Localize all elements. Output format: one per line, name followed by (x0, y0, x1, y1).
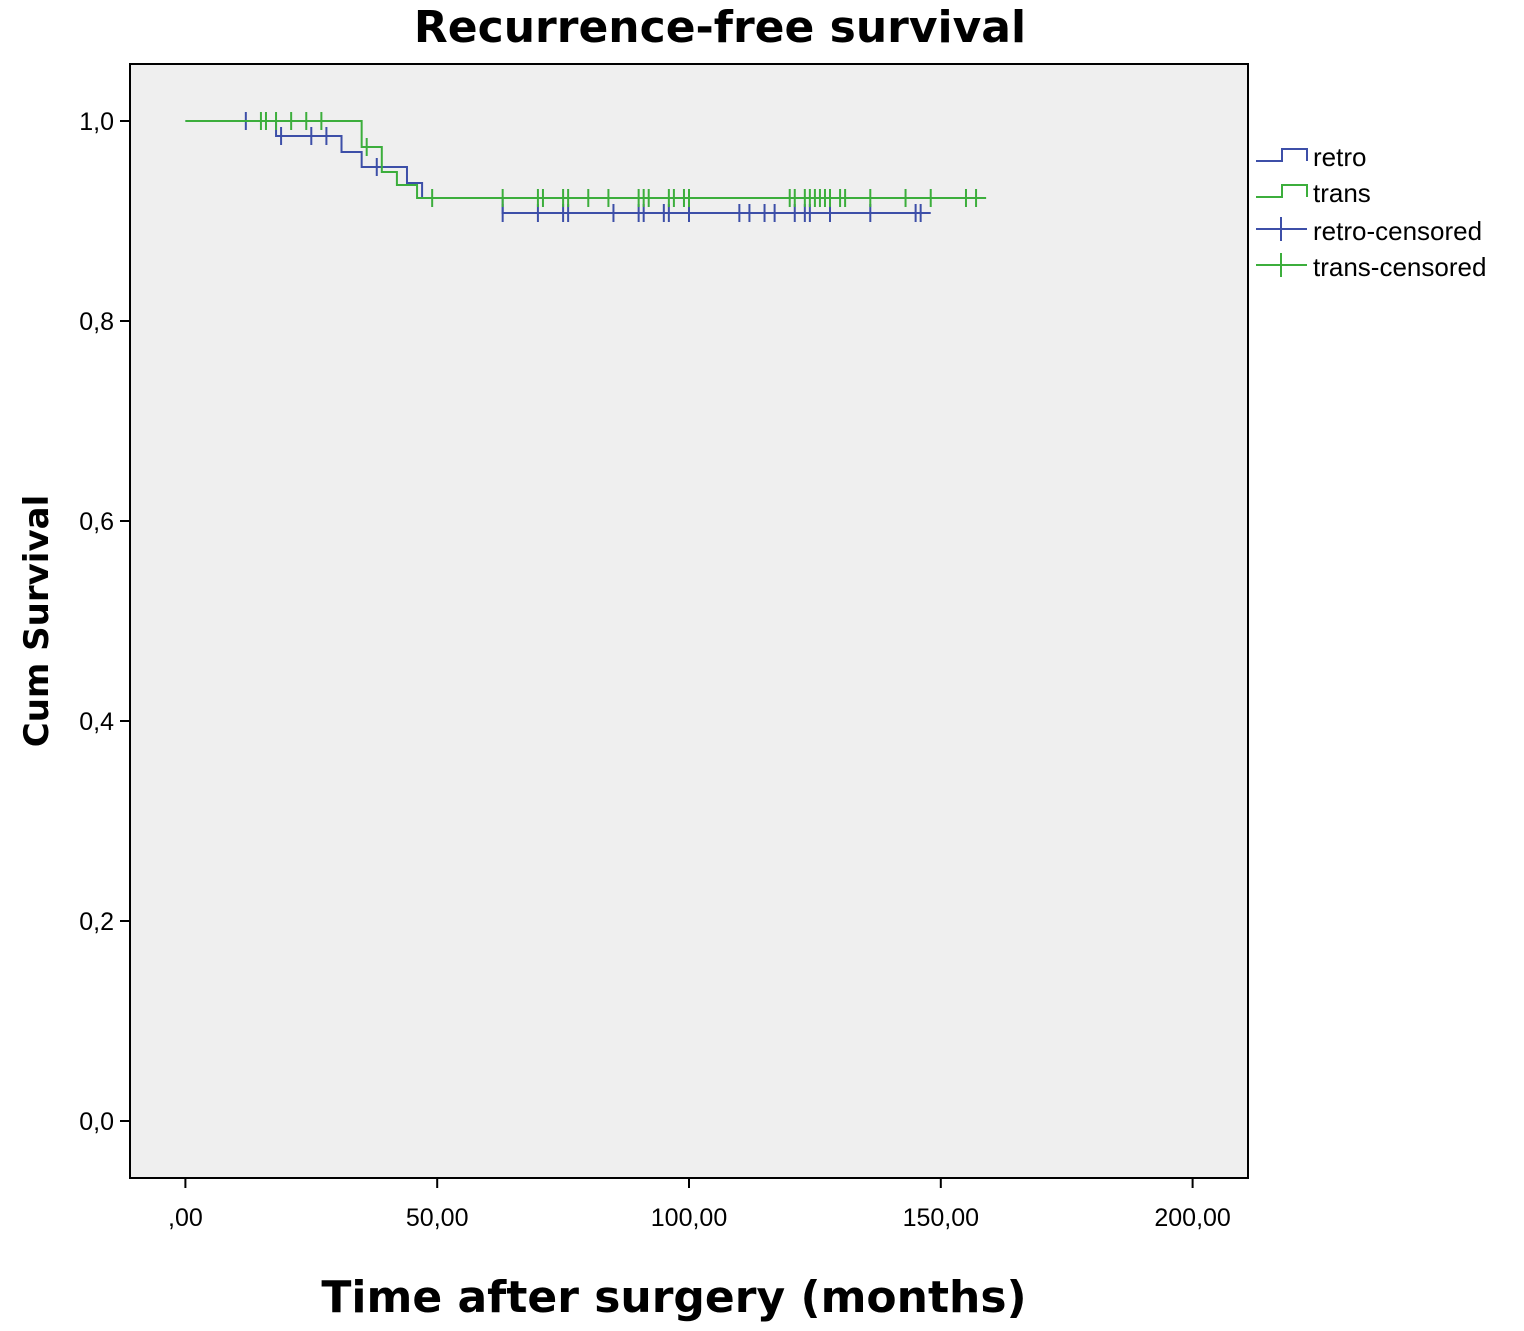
series-layer (185, 112, 987, 222)
x-tick-label: 50,00 (406, 1204, 469, 1232)
legend-label: retro-censored (1313, 216, 1482, 246)
legend-label: retro (1313, 142, 1366, 172)
legend-label: trans-censored (1313, 252, 1486, 282)
legend: retro trans retro-censored trans-censored (1256, 142, 1486, 282)
y-tick-label: 0,4 (79, 708, 114, 736)
y-tick-label: 0,0 (79, 1108, 114, 1136)
survival-curve-trans (185, 120, 987, 199)
y-axis-title: Cum Survival (17, 495, 57, 747)
y-axis: 0,0 0,2 0,4 0,6 0,8 1,0 (79, 108, 130, 1136)
x-axis-title: Time after surgery (months) (321, 1272, 1026, 1323)
x-tick-label: 100,00 (651, 1204, 727, 1232)
legend-swatch-step (1256, 148, 1308, 162)
legend-item-trans-censored: trans-censored (1256, 252, 1486, 282)
x-tick-label: 150,00 (903, 1204, 979, 1232)
plot-area (129, 63, 1249, 1179)
legend-item-retro: retro (1256, 142, 1366, 172)
series-trans (185, 112, 987, 207)
x-tick-label: ,00 (168, 1204, 203, 1232)
x-axis: ,00 50,00 100,00 150,00 200,00 (168, 1178, 1231, 1232)
x-tick-label: 200,00 (1154, 1204, 1230, 1232)
legend-item-trans: trans (1256, 178, 1371, 208)
y-tick-label: 0,6 (79, 508, 114, 536)
y-tick-label: 1,0 (79, 108, 114, 136)
legend-label: trans (1313, 178, 1371, 208)
legend-item-retro-censored: retro-censored (1256, 216, 1482, 246)
chart-title: Recurrence-free survival (414, 2, 1026, 53)
y-tick-label: 0,2 (79, 908, 114, 936)
legend-swatch-step (1256, 184, 1308, 198)
y-tick-label: 0,8 (79, 308, 114, 336)
